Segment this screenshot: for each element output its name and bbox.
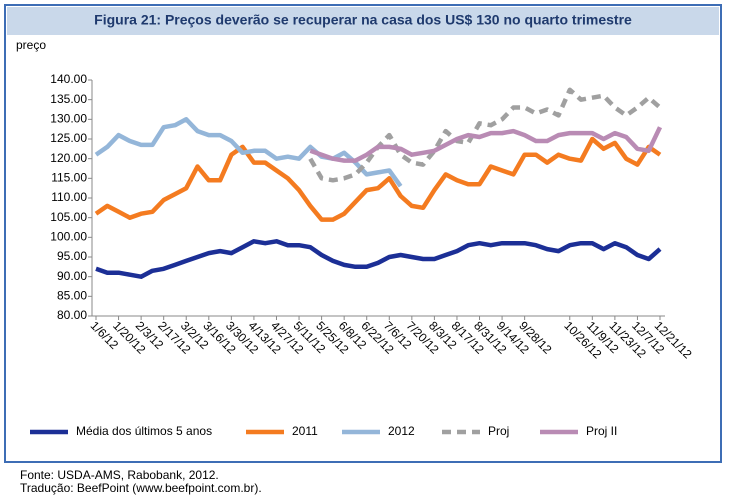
y-axis-label: preço	[16, 38, 46, 52]
series-line	[94, 117, 403, 188]
y-tick-label: 110.00	[51, 190, 87, 204]
frame	[4, 4, 722, 463]
source: Fonte: USDA-AMS, Rabobank, 2012.	[20, 468, 219, 482]
title-bar	[7, 7, 719, 35]
series-line	[308, 87, 662, 183]
legend-label: 2011	[292, 424, 318, 438]
series-line	[309, 126, 663, 163]
y-tick-label: 125.00	[50, 131, 87, 145]
y-tick-label: 105.00	[50, 210, 87, 224]
y-tick-label: 140.00	[50, 72, 87, 86]
series-line	[95, 239, 662, 279]
y-tick-label: 85.00	[57, 289, 87, 303]
legend-label: Média dos últimos 5 anos	[76, 424, 212, 438]
y-tick-label: 80.00	[57, 308, 87, 322]
y-tick-label: 135.00	[50, 92, 87, 106]
y-tick-label: 100.00	[50, 230, 87, 244]
y-tick-label: 115.00	[51, 171, 87, 185]
y-tick-label: 95.00	[57, 249, 87, 263]
y-tick-label: 120.00	[50, 151, 87, 165]
y-tick-label: 130.00	[50, 112, 87, 126]
source: Tradução: BeefPoint (www.beefpoint.com.b…	[20, 481, 262, 495]
legend-label: Proj	[488, 424, 509, 438]
legend-label: Proj II	[586, 424, 617, 438]
legend-label: 2012	[388, 424, 415, 438]
chart-title: Figura 21: Preços deverão se recuperar n…	[94, 12, 632, 28]
y-tick-label: 90.00	[57, 269, 87, 283]
series-line	[94, 136, 662, 222]
